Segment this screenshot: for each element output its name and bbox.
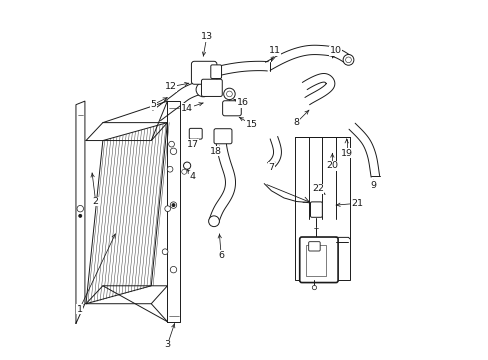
Text: 7: 7 (268, 163, 274, 172)
Circle shape (183, 162, 190, 169)
Circle shape (167, 166, 173, 172)
Circle shape (170, 202, 176, 208)
Circle shape (192, 131, 198, 136)
FancyBboxPatch shape (310, 202, 322, 217)
Circle shape (223, 134, 228, 139)
Text: 6: 6 (218, 251, 224, 260)
FancyBboxPatch shape (201, 79, 222, 96)
Circle shape (162, 249, 168, 255)
Circle shape (312, 285, 316, 290)
Text: 10: 10 (329, 46, 341, 55)
FancyBboxPatch shape (210, 65, 221, 78)
Text: 11: 11 (268, 46, 281, 55)
Circle shape (208, 216, 219, 226)
Circle shape (213, 70, 218, 75)
Text: 15: 15 (245, 120, 257, 129)
FancyBboxPatch shape (308, 242, 320, 251)
Text: 1: 1 (77, 305, 82, 314)
FancyBboxPatch shape (189, 129, 202, 139)
Circle shape (217, 134, 222, 139)
Circle shape (172, 204, 175, 207)
Circle shape (79, 215, 81, 217)
Circle shape (170, 266, 176, 273)
Text: 18: 18 (209, 147, 222, 156)
Text: 3: 3 (164, 341, 170, 350)
FancyBboxPatch shape (191, 61, 217, 84)
Circle shape (223, 88, 235, 100)
FancyBboxPatch shape (214, 129, 231, 144)
FancyBboxPatch shape (299, 237, 337, 283)
Circle shape (195, 71, 200, 76)
Circle shape (164, 206, 170, 212)
Bar (294, 137, 349, 280)
Text: 4: 4 (189, 172, 195, 181)
Text: 22: 22 (311, 184, 324, 193)
Text: 19: 19 (340, 149, 352, 158)
Text: 13: 13 (201, 32, 212, 41)
Text: 16: 16 (236, 98, 248, 107)
Text: 2: 2 (93, 197, 99, 206)
Circle shape (168, 141, 174, 147)
Text: 17: 17 (186, 140, 198, 149)
Text: 8: 8 (293, 118, 299, 127)
Circle shape (228, 105, 235, 112)
Circle shape (200, 69, 208, 77)
Circle shape (226, 91, 232, 97)
Text: 5: 5 (150, 100, 156, 109)
Circle shape (207, 85, 215, 92)
Circle shape (170, 148, 176, 154)
Text: 12: 12 (164, 82, 177, 91)
Text: 21: 21 (351, 199, 363, 208)
Text: 14: 14 (181, 104, 193, 113)
Circle shape (182, 169, 186, 174)
Circle shape (196, 82, 210, 97)
Text: 9: 9 (370, 181, 376, 190)
Circle shape (207, 71, 212, 76)
Circle shape (345, 57, 351, 63)
Circle shape (343, 54, 353, 65)
Bar (305, 244, 325, 276)
Text: 20: 20 (325, 161, 338, 170)
FancyBboxPatch shape (222, 101, 241, 116)
Circle shape (77, 206, 83, 212)
